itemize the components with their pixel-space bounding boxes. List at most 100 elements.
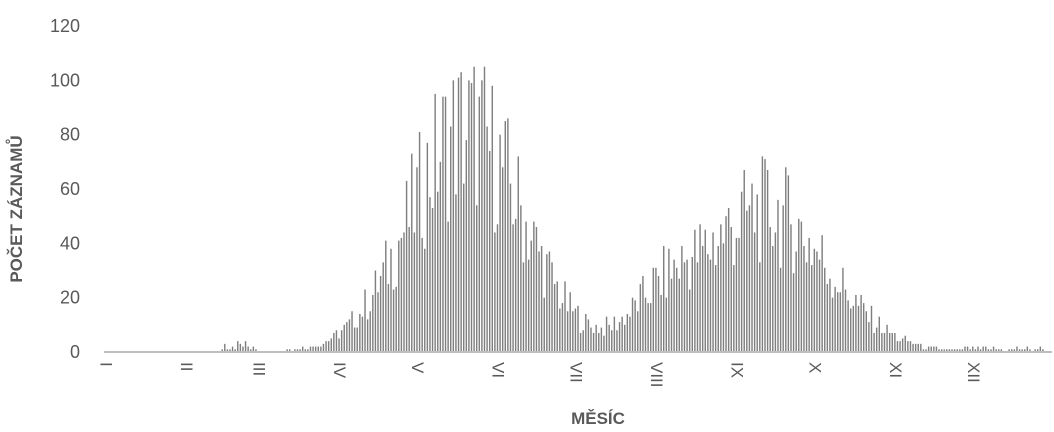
bar-day-130 (439, 161, 442, 352)
bar-day-135 (452, 80, 455, 352)
bar-day-328 (953, 349, 956, 352)
bar-day-46 (221, 349, 223, 352)
bar-day-280 (829, 278, 831, 352)
bar-day-325 (946, 349, 948, 352)
bar-day-140 (465, 140, 468, 352)
bar-day-113 (395, 286, 397, 352)
y-tick-label: 20 (60, 288, 80, 308)
bar-day-137 (457, 77, 460, 353)
bar-day-74 (294, 349, 296, 352)
bar-day-47 (224, 343, 226, 352)
bar-day-289 (852, 305, 855, 352)
bar-day-190 (595, 324, 597, 352)
bar-day-354 (1021, 349, 1023, 352)
bar-day-168 (538, 251, 540, 352)
bar-day-158 (512, 224, 514, 352)
x-tick-label: X (805, 362, 824, 373)
bar-day-314 (917, 343, 919, 352)
y-tick-labels: 0 20 40 60 80 100 120 (50, 16, 80, 362)
bar-day-335 (972, 346, 974, 352)
bar-day-146 (481, 80, 483, 352)
bar-day-233 (707, 254, 709, 352)
bar-day-116 (403, 232, 405, 352)
bar-day-149 (488, 150, 491, 352)
bar-day-294 (865, 311, 868, 352)
bar-day-256 (766, 169, 769, 352)
bar-day-90 (335, 330, 338, 352)
bar-day-273 (811, 265, 813, 352)
bar-day-221 (675, 267, 678, 352)
x-tick-label: V (408, 362, 427, 374)
bar-day-352 (1016, 346, 1018, 352)
bar-day-270 (803, 246, 805, 352)
bar-day-311 (909, 341, 912, 352)
x-tick-label: XII (964, 362, 983, 383)
bar-day-322 (938, 349, 940, 352)
bar-day-176 (559, 308, 561, 352)
bar-day-147 (483, 66, 486, 352)
bar-day-287 (847, 300, 849, 352)
bar-day-75 (296, 349, 299, 352)
bar-day-110 (387, 284, 390, 352)
bar-day-154 (501, 167, 504, 352)
bar-day-71 (286, 349, 288, 352)
x-tick-labels: I II III IV V VI VII VIII IX X XI XII (96, 362, 983, 388)
bar-day-97 (353, 327, 356, 352)
bar-day-254 (761, 156, 764, 352)
bar-day-271 (805, 262, 808, 352)
bar-day-336 (974, 349, 977, 352)
bar-day-343 (992, 346, 995, 352)
bar-day-193 (603, 335, 605, 352)
bar-day-295 (868, 322, 870, 352)
bar-day-167 (535, 227, 538, 352)
bar-day-292 (860, 294, 862, 352)
bar-day-323 (940, 349, 943, 352)
bar-day-148 (486, 126, 488, 353)
bar-day-351 (1013, 349, 1016, 352)
bar-day-272 (808, 237, 810, 352)
bar-day-353 (1018, 349, 1021, 352)
bar-day-157 (509, 183, 512, 352)
bar-day-324 (943, 349, 945, 352)
bar-day-342 (990, 349, 992, 352)
bar-day-312 (912, 343, 914, 352)
bar-day-330 (959, 349, 961, 352)
bar-day-279 (826, 284, 829, 352)
bar-day-96 (351, 311, 353, 352)
bar-day-316 (922, 349, 925, 352)
bar-day-202 (626, 313, 629, 352)
bar-day-234 (709, 259, 712, 352)
bar-day-119 (411, 153, 413, 352)
x-tick-label: I (96, 362, 115, 367)
bar-day-247 (743, 169, 745, 352)
bar-day-85 (322, 343, 325, 352)
bar-day-340 (985, 346, 987, 352)
bar-day-278 (824, 267, 826, 352)
bar-day-277 (821, 235, 823, 352)
bar-day-121 (416, 167, 418, 352)
bar-day-77 (301, 346, 304, 352)
bar-day-231 (701, 246, 704, 352)
bar-day-123 (421, 237, 423, 352)
bar-day-225 (686, 259, 688, 352)
bar-day-315 (920, 343, 922, 352)
y-tick-label: 60 (60, 179, 80, 199)
bar-day-82 (314, 346, 317, 352)
bar-day-138 (460, 72, 462, 353)
bar-day-359 (1034, 349, 1036, 352)
y-tick-label: 40 (60, 233, 80, 253)
bar-day-163 (525, 221, 527, 352)
bar-day-142 (470, 83, 473, 353)
bar-day-238 (720, 224, 722, 352)
bar-day-305 (894, 332, 896, 352)
bar-day-102 (366, 319, 369, 352)
bar-day-50 (231, 346, 234, 352)
bar-day-52 (237, 341, 239, 352)
bar-day-189 (592, 332, 595, 352)
bar-day-252 (756, 194, 758, 352)
bar-day-246 (740, 191, 743, 352)
bar-day-350 (1011, 349, 1013, 352)
bar-day-226 (688, 289, 691, 352)
